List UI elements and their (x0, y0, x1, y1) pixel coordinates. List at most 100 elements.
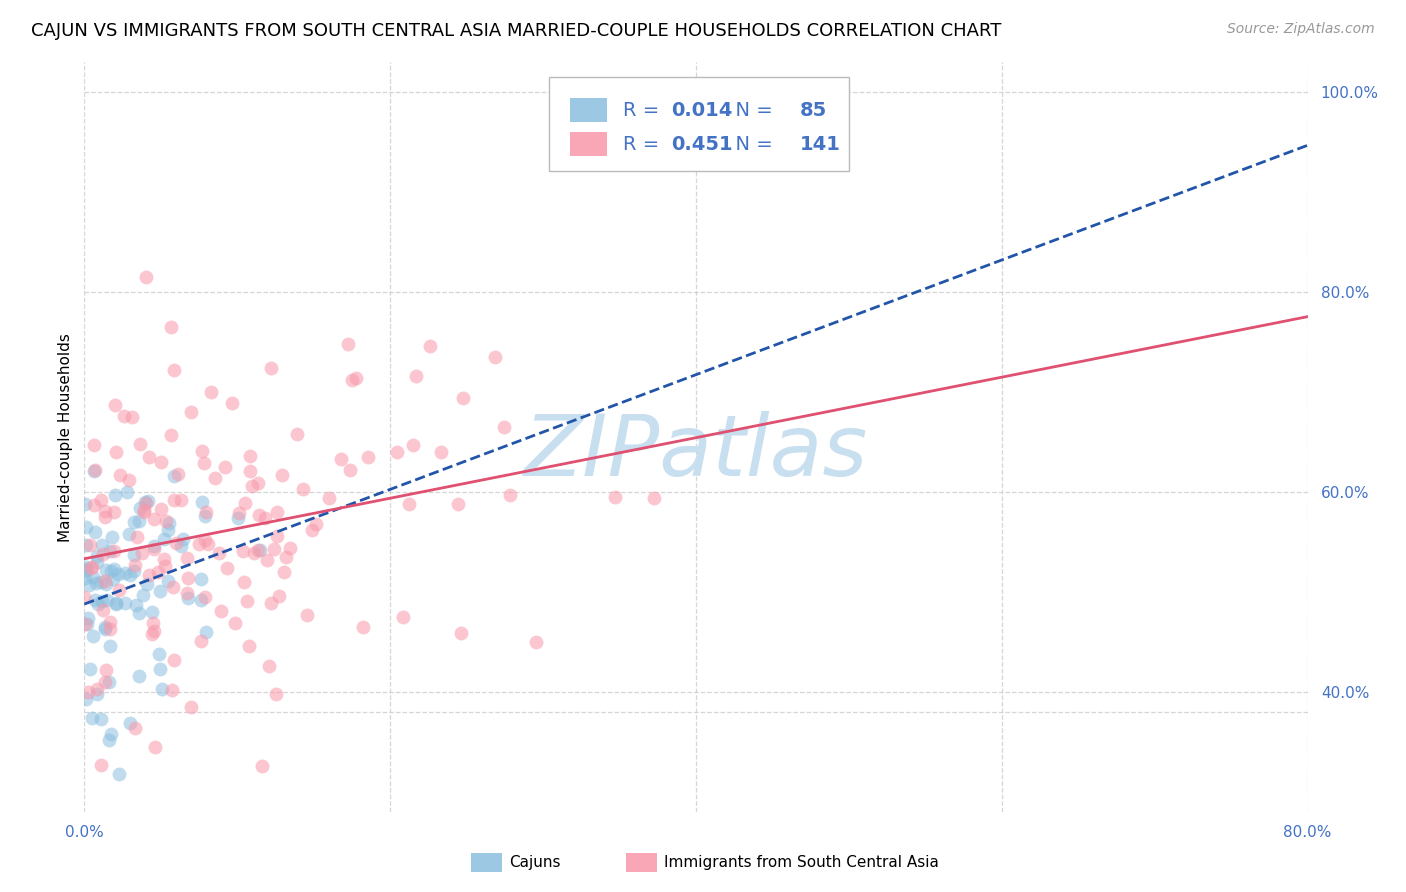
Point (115, 484, 138, 499)
Text: Source: ZipAtlas.com: Source: ZipAtlas.com (1227, 22, 1375, 37)
Point (141, 626, 163, 640)
Point (124, 564, 146, 578)
Point (194, 625, 217, 640)
Point (221, 396, 243, 410)
Point (148, 647, 170, 661)
Point (405, 369, 427, 384)
Point (122, 516, 145, 530)
Point (82, 629, 104, 643)
Point (194, 533, 217, 547)
Text: N =: N = (723, 101, 779, 120)
Point (260, 596, 283, 610)
Point (188, 537, 211, 551)
Point (91, 594, 114, 608)
Point (226, 511, 249, 525)
Point (176, 551, 198, 566)
Point (153, 552, 176, 566)
Point (430, 445, 453, 459)
Point (79, 577, 101, 591)
Point (398, 497, 420, 511)
Point (498, 488, 520, 502)
Point (134, 495, 156, 509)
Point (124, 721, 146, 735)
Point (98, 615, 121, 629)
Point (150, 681, 173, 696)
Text: 85: 85 (800, 101, 827, 120)
Point (80, 711, 103, 725)
Point (165, 536, 187, 550)
Point (280, 541, 302, 555)
Point (163, 362, 186, 376)
Point (90, 712, 112, 726)
Point (387, 444, 409, 458)
Point (200, 385, 222, 400)
Point (160, 428, 183, 442)
Point (235, 594, 257, 608)
Point (155, 515, 177, 529)
Point (232, 543, 254, 558)
Point (197, 537, 219, 551)
Point (134, 505, 156, 519)
Text: Cajuns: Cajuns (509, 855, 561, 870)
Text: R =: R = (623, 136, 665, 154)
Point (157, 523, 180, 537)
Point (170, 539, 193, 553)
Point (392, 609, 415, 624)
Point (339, 462, 361, 476)
Point (246, 542, 269, 557)
Point (124, 558, 146, 572)
Point (134, 503, 156, 517)
Point (86, 555, 108, 569)
Point (120, 716, 142, 731)
Text: 0.451: 0.451 (672, 136, 733, 154)
Point (90, 575, 112, 590)
Point (96, 577, 118, 591)
Point (276, 549, 298, 564)
Point (136, 577, 159, 591)
Point (103, 561, 125, 575)
Point (153, 559, 176, 574)
Point (297, 608, 319, 623)
Point (239, 464, 262, 478)
Point (451, 391, 474, 405)
Point (142, 615, 165, 630)
Point (263, 541, 285, 556)
Point (125, 598, 148, 612)
Point (318, 491, 340, 505)
Point (141, 605, 163, 619)
Text: ZIPatlas: ZIPatlas (524, 410, 868, 493)
Point (266, 505, 288, 519)
Point (135, 495, 157, 509)
Point (80, 560, 103, 574)
Point (273, 565, 295, 579)
Point (128, 606, 150, 620)
Point (143, 539, 166, 553)
Point (142, 624, 165, 638)
Point (96, 563, 118, 577)
Point (232, 575, 254, 590)
Point (136, 494, 159, 508)
Point (146, 566, 169, 580)
Point (160, 320, 183, 334)
Point (103, 505, 125, 519)
Point (132, 588, 155, 602)
Point (180, 699, 202, 714)
Point (180, 405, 202, 419)
Point (150, 501, 173, 516)
Point (104, 445, 127, 459)
Text: CAJUN VS IMMIGRANTS FROM SOUTH CENTRAL ASIA MARRIED-COUPLE HOUSEHOLDS CORRELATIO: CAJUN VS IMMIGRANTS FROM SOUTH CENTRAL A… (31, 22, 1001, 40)
Point (94, 675, 117, 690)
Point (142, 541, 165, 556)
Point (90, 493, 112, 508)
Point (138, 567, 160, 582)
Point (152, 532, 174, 546)
Point (101, 572, 124, 586)
Point (250, 759, 273, 773)
Point (176, 586, 198, 600)
FancyBboxPatch shape (550, 78, 849, 171)
Point (447, 497, 470, 511)
Point (149, 662, 172, 676)
Point (193, 457, 215, 471)
Bar (569, 132, 606, 156)
Point (247, 508, 270, 523)
